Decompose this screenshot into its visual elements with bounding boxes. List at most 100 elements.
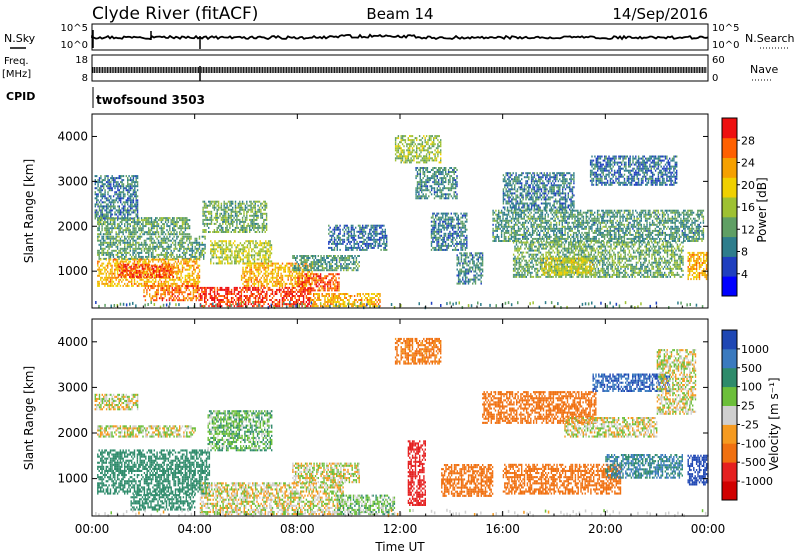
- heatmap-cell: [102, 197, 103, 199]
- heatmap-cell: [239, 305, 240, 307]
- heatmap-cell: [186, 265, 187, 267]
- heatmap-cell: [124, 205, 125, 207]
- heatmap-cell: [210, 295, 211, 297]
- heatmap-cell: [294, 301, 295, 303]
- heatmap-cell: [193, 250, 194, 252]
- heatmap-cell: [127, 185, 128, 187]
- heatmap-cell: [156, 295, 157, 297]
- heatmap-cell: [221, 299, 222, 301]
- heatmap-cell: [259, 279, 260, 281]
- heatmap-cell: [269, 244, 270, 246]
- heatmap-cell: [137, 199, 138, 201]
- heatmap-cell: [231, 215, 232, 217]
- heatmap-cell: [307, 299, 308, 301]
- heatmap-cell: [161, 238, 162, 240]
- heatmap-cell: [113, 250, 114, 252]
- heatmap-cell: [169, 289, 170, 291]
- heatmap-cell: [218, 225, 219, 227]
- heatmap-cell: [236, 248, 237, 250]
- heatmap-cell: [148, 229, 149, 231]
- heatmap-cell: [172, 252, 173, 254]
- heatmap-cell: [256, 291, 257, 293]
- heatmap-cell: [138, 248, 139, 250]
- heatmap-cell: [103, 187, 104, 189]
- heatmap-cell: [306, 297, 307, 299]
- heatmap-cell: [262, 217, 263, 219]
- heatmap-cell: [182, 225, 183, 227]
- heatmap-cell: [263, 221, 264, 223]
- heatmap-cell: [186, 217, 187, 219]
- heatmap-cell: [253, 219, 254, 221]
- heatmap-cell: [324, 299, 325, 301]
- heatmap-cell: [246, 289, 247, 291]
- heatmap-cell: [166, 254, 167, 256]
- heatmap-cell: [265, 201, 266, 203]
- heatmap-cell: [252, 273, 253, 275]
- heatmap-cell: [344, 261, 345, 263]
- heatmap-cell: [130, 270, 131, 272]
- heatmap-cell: [109, 199, 110, 201]
- heatmap-cell: [159, 276, 160, 278]
- heatmap-cell: [319, 287, 320, 289]
- heatmap-cell: [266, 205, 267, 207]
- heatmap-cell: [128, 227, 129, 229]
- heatmap-cell: [103, 283, 104, 285]
- heatmap-cell: [217, 262, 218, 264]
- heatmap-cell: [116, 254, 117, 256]
- heatmap-cell: [95, 197, 96, 199]
- heatmap-cell: [179, 279, 180, 281]
- heatmap-cell: [135, 233, 136, 235]
- heatmap-cell: [300, 293, 301, 295]
- heatmap-cell: [171, 244, 172, 246]
- heatmap-cell: [182, 277, 183, 279]
- heatmap-cell: [167, 291, 168, 293]
- heatmap-cell: [332, 269, 333, 271]
- heatmap-cell: [313, 299, 314, 301]
- heatmap-cell: [195, 258, 196, 260]
- heatmap-cell: [110, 216, 111, 218]
- heatmap-cell: [176, 297, 177, 299]
- heatmap-cell: [308, 255, 309, 257]
- heatmap-cell: [110, 252, 111, 254]
- heatmap-cell: [254, 273, 255, 275]
- heatmap-cell: [326, 293, 327, 295]
- heatmap-cell: [171, 270, 172, 272]
- heatmap-cell: [292, 283, 293, 285]
- heatmap-cell: [121, 261, 122, 263]
- heatmap-cell: [308, 269, 309, 271]
- heatmap-cell: [259, 207, 260, 209]
- heatmap-cell: [120, 252, 121, 254]
- heatmap-cell: [309, 279, 310, 281]
- heatmap-cell: [101, 263, 102, 265]
- heatmap-cell: [323, 269, 324, 271]
- heatmap-cell: [280, 283, 281, 285]
- heatmap-cell: [141, 223, 142, 225]
- heatmap-cell: [239, 219, 240, 221]
- heatmap-cell: [338, 283, 339, 285]
- heatmap-cell: [305, 267, 306, 269]
- heatmap-cell: [226, 219, 227, 221]
- heatmap-cell: [179, 299, 180, 301]
- heatmap-cell: [286, 297, 287, 299]
- heatmap-cell: [224, 201, 225, 203]
- heatmap-cell: [131, 175, 132, 177]
- heatmap-cell: [241, 244, 242, 246]
- heatmap-cell: [169, 274, 170, 276]
- heatmap-cell: [241, 205, 242, 207]
- heatmap-cell: [297, 295, 298, 297]
- heatmap-cell: [323, 277, 324, 279]
- heatmap-cell: [248, 287, 249, 289]
- heatmap-cell: [334, 275, 335, 277]
- heatmap-cell: [193, 293, 194, 295]
- heatmap-cell: [165, 242, 166, 244]
- heatmap-cell: [179, 244, 180, 246]
- heatmap-cell: [225, 207, 226, 209]
- heatmap-cell: [228, 242, 229, 244]
- heatmap-cell: [175, 271, 176, 273]
- heatmap-cell: [136, 179, 137, 181]
- nave-label: Nave: [750, 63, 778, 76]
- heatmap-cell: [141, 250, 142, 252]
- heatmap-cell: [320, 285, 321, 287]
- heatmap-cell: [210, 248, 211, 250]
